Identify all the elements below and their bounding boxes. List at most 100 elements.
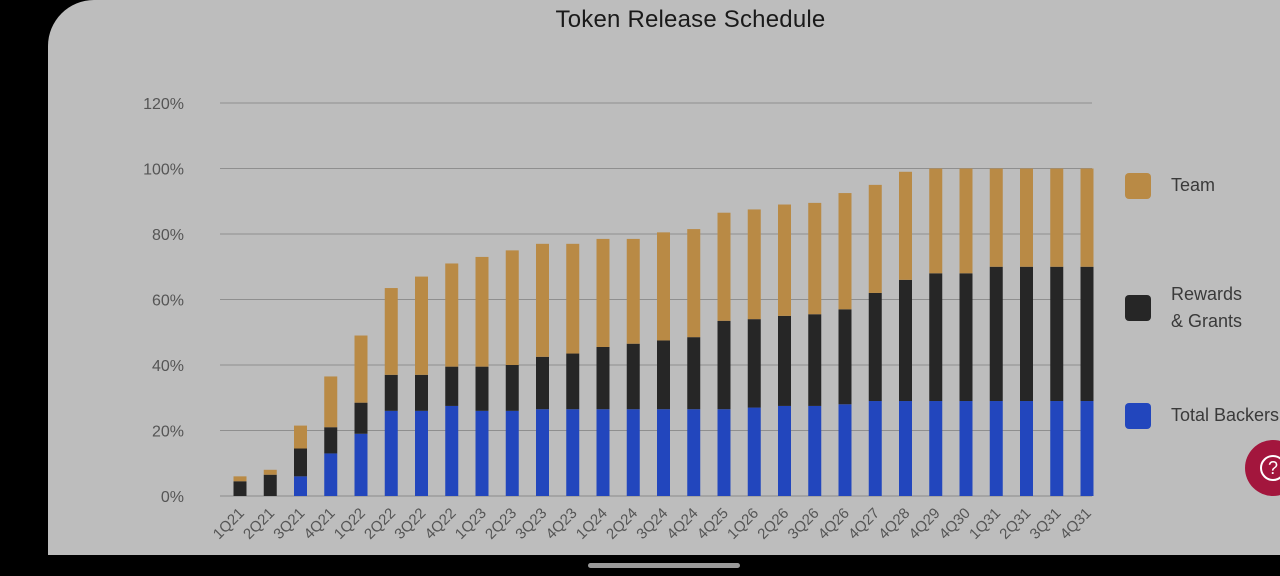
x-tick-label: 2Q22 xyxy=(361,505,399,543)
y-tick-label: 20% xyxy=(152,424,184,441)
bar-segment xyxy=(596,409,610,496)
bar-segment xyxy=(536,409,549,496)
bar-segment xyxy=(929,401,943,496)
x-tick-label: 4Q31 xyxy=(1057,505,1095,543)
bar-segment xyxy=(505,365,519,411)
x-tick-label: 3Q21 xyxy=(270,505,308,543)
bar-segment xyxy=(838,193,852,310)
bar-segment xyxy=(536,243,549,357)
bar-segment xyxy=(838,404,852,496)
bar-segment xyxy=(747,209,761,320)
bar-segment xyxy=(747,407,761,496)
x-tick-label: 3Q24 xyxy=(633,505,671,543)
x-tick-label: 1Q24 xyxy=(573,505,611,543)
bar-segment xyxy=(868,292,882,402)
legend-item-rewards-grants: Rewards & Grants xyxy=(1125,281,1242,335)
help-button[interactable]: ? xyxy=(1245,440,1280,496)
bar-segment xyxy=(354,335,368,403)
x-tick-label: 1Q21 xyxy=(210,505,248,543)
x-tick-label: 3Q31 xyxy=(1027,505,1065,543)
bar-segment xyxy=(415,410,428,496)
bar-segment xyxy=(384,374,398,411)
x-tick-label: 2Q24 xyxy=(603,505,641,543)
bar-segment xyxy=(566,353,580,410)
bar-segment xyxy=(899,401,912,496)
chart-title: Token Release Schedule xyxy=(555,6,826,33)
bar-segment xyxy=(445,405,459,496)
x-tick-label: 4Q23 xyxy=(543,505,581,543)
bar-segment xyxy=(808,202,822,315)
bar-segment xyxy=(445,263,459,367)
bar-segment xyxy=(899,279,912,402)
bar-segment xyxy=(233,476,247,482)
bar-segment xyxy=(354,433,368,496)
bar-segment xyxy=(626,343,640,410)
x-tick-label: 1Q26 xyxy=(724,505,762,543)
bar-segment xyxy=(687,409,701,496)
legend-label-team: Team xyxy=(1171,175,1216,195)
x-tick-label: 4Q29 xyxy=(906,505,944,543)
bar-segment xyxy=(354,402,368,434)
bar-segment xyxy=(324,427,338,454)
bar-segment xyxy=(929,168,943,274)
x-tick-label: 2Q31 xyxy=(996,505,1034,543)
bar-segment xyxy=(959,273,973,402)
bar-segment xyxy=(808,314,822,406)
x-tick-label: 1Q23 xyxy=(452,505,490,543)
bar-segment xyxy=(1080,266,1094,402)
bar-segment xyxy=(505,250,519,365)
bar-segment xyxy=(959,401,973,496)
x-tick-label: 4Q26 xyxy=(815,505,853,543)
bar-segment xyxy=(717,320,731,410)
bar-segment xyxy=(233,481,247,496)
bar-segment xyxy=(989,168,1003,267)
bar-segment xyxy=(324,453,338,496)
stacked-bar-chart: 0%20%40%60%80%100%120%1Q212Q213Q214Q211Q… xyxy=(143,96,1095,543)
bar-segment xyxy=(596,238,610,347)
bar-segment xyxy=(566,409,580,496)
bar-segment xyxy=(778,204,791,316)
bar-segment xyxy=(324,376,338,428)
y-tick-label: 0% xyxy=(161,489,184,506)
bar-segment xyxy=(989,401,1003,496)
bar-segment xyxy=(929,273,943,402)
bar-segment xyxy=(808,405,822,496)
chart-card: Token Release Schedule 0% 20% 40% 60% 80% 100… xyxy=(48,0,1280,555)
bar-segment xyxy=(868,184,882,293)
bar-segment xyxy=(959,168,973,274)
legend-item-total-backers: Total Backers xyxy=(1125,402,1279,429)
bar-segment xyxy=(475,410,489,496)
x-tick-label: 3Q26 xyxy=(785,505,823,543)
bar-segment xyxy=(1020,168,1033,267)
bar-segment xyxy=(989,266,1003,402)
x-tick-label: 2Q21 xyxy=(240,505,278,543)
bar-segment xyxy=(1050,401,1064,496)
bar-segment xyxy=(475,366,489,411)
bar-segment xyxy=(445,366,459,406)
bar-segment xyxy=(1050,266,1064,402)
bar-segment xyxy=(626,238,640,344)
bar-segment xyxy=(687,337,701,410)
x-tick-label: 4Q21 xyxy=(301,505,339,543)
bar-segment xyxy=(868,401,882,496)
y-tick-label: 80% xyxy=(152,227,184,244)
x-tick-label: 1Q22 xyxy=(331,505,369,543)
home-indicator[interactable] xyxy=(588,563,740,568)
bar-segment xyxy=(415,374,428,411)
bar-segment xyxy=(1080,401,1094,496)
bar-segment xyxy=(1080,168,1094,267)
bar-segment xyxy=(657,409,670,496)
bar-segment xyxy=(294,425,307,449)
x-tick-label: 3Q22 xyxy=(391,505,429,543)
legend-item-team: Team xyxy=(1125,172,1215,199)
bar-segment xyxy=(1020,401,1033,496)
bar-segment xyxy=(505,410,519,496)
x-tick-label: 4Q27 xyxy=(845,505,883,543)
x-tick-label: 4Q25 xyxy=(694,505,732,543)
bar-segment xyxy=(838,309,852,405)
bar-segment xyxy=(536,356,549,410)
bar-segment xyxy=(899,171,912,280)
x-tick-label: 4Q28 xyxy=(875,505,913,543)
bar-segment xyxy=(596,346,610,410)
bar-segment xyxy=(415,276,428,375)
